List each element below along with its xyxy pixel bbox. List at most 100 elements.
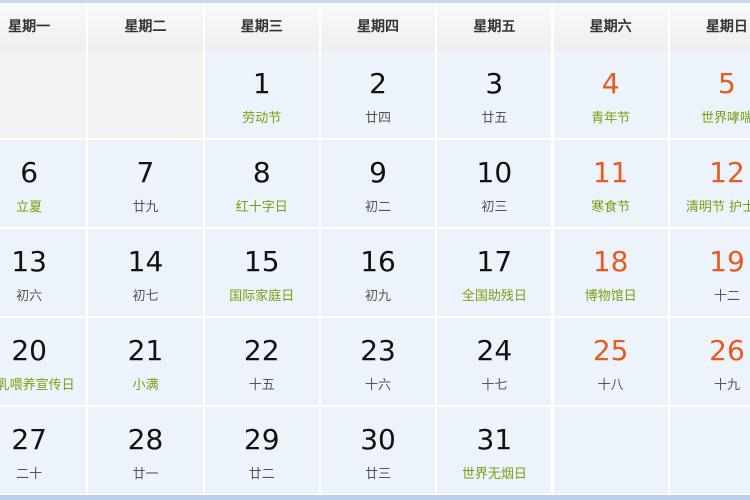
- festival-label: 青年节: [591, 111, 631, 126]
- day-cell: 25 十八: [553, 318, 670, 407]
- day-number: 2: [369, 67, 387, 100]
- day-cell: 18 博物馆日: [553, 229, 670, 318]
- day-number: 14: [127, 245, 164, 278]
- day-cell: [553, 407, 670, 496]
- festival-label: 红十字日: [235, 200, 288, 215]
- day-number: 12: [709, 156, 745, 189]
- day-cell: 3 廿五: [437, 51, 554, 140]
- day-cell: 29 廿二: [204, 407, 321, 496]
- lunar-date: 十九: [713, 378, 740, 393]
- day-number: 25: [592, 334, 629, 367]
- festival-label: 母乳喂养宣传日: [0, 378, 75, 393]
- lunar-date: 十六: [365, 378, 392, 393]
- day-cell: 10 初三: [437, 140, 554, 229]
- day-number: 17: [476, 245, 513, 278]
- day-number: 3: [485, 67, 504, 100]
- lunar-date: 二十: [16, 467, 43, 482]
- day-number: 21: [127, 334, 164, 367]
- lunar-date: 廿一: [132, 467, 159, 482]
- lunar-date: 初九: [365, 289, 392, 304]
- day-number: 7: [136, 156, 155, 189]
- lunar-date: 初二: [365, 200, 392, 215]
- day-number: 6: [20, 156, 39, 189]
- day-number: 13: [11, 245, 47, 278]
- day-cell: 6 立夏: [0, 140, 89, 229]
- day-number: 23: [360, 334, 396, 367]
- day-cell: 26 十九: [669, 318, 750, 407]
- lunar-date: 十五: [248, 378, 275, 393]
- lunar-date: 十八: [597, 378, 624, 393]
- lunar-date: 廿四: [365, 111, 392, 126]
- day-cell: [88, 51, 205, 140]
- lunar-date: 廿五: [481, 111, 508, 126]
- day-number: 1: [252, 67, 271, 100]
- day-cell: [669, 407, 750, 496]
- day-number: 28: [127, 423, 164, 456]
- day-cell: 31 世界无烟日: [437, 407, 554, 496]
- weekday-header: 星期五: [437, 3, 554, 51]
- festival-label: 劳动节: [242, 111, 282, 126]
- day-number: 16: [360, 245, 396, 278]
- day-cell: 21 小满: [88, 318, 205, 407]
- day-number: 15: [243, 245, 280, 278]
- day-cell: 15 国际家庭日: [204, 229, 321, 318]
- day-cell: 2 廿四: [320, 51, 438, 140]
- day-cell: 23 十六: [320, 318, 438, 407]
- festival-label: 国际家庭日: [229, 289, 295, 304]
- day-cell: 16 初九: [320, 229, 438, 318]
- festival-label: 全国助残日: [461, 289, 527, 304]
- lunar-date: 廿二: [248, 467, 275, 482]
- festival-label: 世界无烟日: [461, 467, 527, 482]
- day-cell: 13 初六: [0, 229, 89, 318]
- day-cell: 17 全国助残日: [437, 229, 554, 318]
- weekday-header: 星期三: [204, 3, 321, 51]
- lunar-date: 十二: [713, 289, 740, 304]
- day-number: 11: [592, 156, 629, 189]
- festival-label: 博物馆日: [584, 289, 637, 304]
- lunar-date: 初六: [16, 289, 43, 304]
- day-cell: 11 寒食节: [553, 140, 670, 229]
- day-cell: 20 母乳喂养宣传日: [0, 318, 89, 407]
- day-number: 31: [476, 423, 513, 456]
- day-number: 27: [11, 423, 47, 456]
- day-cell: [0, 51, 89, 140]
- lunar-date: 十七: [481, 378, 508, 393]
- day-number: 4: [601, 67, 620, 100]
- festival-label: 小满: [132, 378, 159, 393]
- day-number: 26: [709, 334, 745, 367]
- day-number: 19: [709, 245, 745, 278]
- weekday-header: 星期六: [553, 3, 670, 51]
- weekday-header: 星期二: [88, 3, 205, 51]
- day-number: 9: [369, 156, 387, 189]
- day-cell: 9 初二: [320, 140, 438, 229]
- day-number: 29: [243, 423, 280, 456]
- lunar-date: 廿九: [132, 200, 159, 215]
- day-cell: 1 劳动节: [204, 51, 321, 140]
- day-number: 24: [476, 334, 513, 367]
- day-number: 10: [476, 156, 513, 189]
- festival-label: 世界哮喘: [700, 111, 750, 126]
- lunar-date: 廿三: [365, 467, 392, 482]
- day-number: 30: [360, 423, 396, 456]
- day-cell: 12 清明节 护士节: [669, 140, 750, 229]
- day-number: 22: [243, 334, 280, 367]
- festival-label: 清明节 护士节: [685, 200, 750, 215]
- day-number: 20: [11, 334, 47, 367]
- festival-label: 立夏: [16, 200, 43, 215]
- day-cell: 28 廿一: [88, 407, 205, 496]
- weekday-header: 星期一: [0, 3, 89, 51]
- day-cell: 24 十七: [437, 318, 554, 407]
- day-cell: 14 初七: [88, 229, 205, 318]
- day-cell: 30 廿三: [320, 407, 438, 496]
- day-cell: 7 廿九: [88, 140, 205, 229]
- day-cell: 22 十五: [204, 318, 321, 407]
- weekday-header: 星期四: [320, 3, 438, 51]
- day-cell: 27 二十: [0, 407, 89, 496]
- weekday-header: 星期日: [669, 3, 750, 51]
- day-cell: 4 青年节: [553, 51, 670, 140]
- lunar-date: 初三: [481, 200, 508, 215]
- day-cell: 5 世界哮喘: [669, 51, 750, 140]
- bottom-bar: [0, 495, 750, 500]
- festival-label: 寒食节: [591, 200, 631, 215]
